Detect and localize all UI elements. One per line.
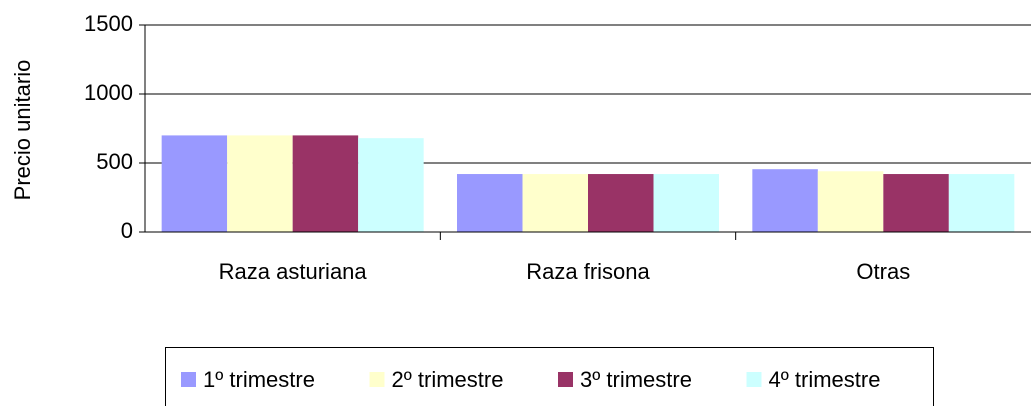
bar — [653, 174, 719, 232]
bar — [292, 135, 359, 232]
legend-swatch — [746, 372, 762, 387]
bar — [883, 174, 949, 232]
bar — [588, 174, 654, 232]
x-tick-label: Raza asturiana — [219, 259, 368, 284]
bar — [522, 174, 588, 232]
legend-label: 1º trimestre — [203, 367, 315, 392]
x-tick-label: Otras — [856, 259, 910, 284]
legend-label: 4º trimestre — [769, 367, 881, 392]
legend-swatch — [558, 372, 573, 387]
x-tick-label: Raza frisona — [526, 259, 650, 284]
legend-label: 3º trimestre — [580, 367, 692, 392]
bar — [948, 174, 1015, 232]
bar — [817, 171, 884, 232]
legend-box — [165, 347, 934, 406]
bar — [358, 138, 424, 232]
bar — [752, 169, 818, 232]
legend-swatch — [181, 372, 196, 387]
y-tick-label: 0 — [121, 218, 133, 243]
bar — [227, 135, 293, 232]
bar — [457, 174, 523, 232]
y-tick-label: 500 — [96, 149, 133, 174]
legend-label: 2º trimestre — [392, 367, 504, 392]
bar — [161, 135, 228, 232]
y-axis-label: Precio unitario — [10, 60, 35, 201]
y-tick-label: 1000 — [84, 80, 133, 105]
y-tick-label: 1500 — [84, 11, 133, 36]
legend-swatch — [369, 372, 385, 387]
